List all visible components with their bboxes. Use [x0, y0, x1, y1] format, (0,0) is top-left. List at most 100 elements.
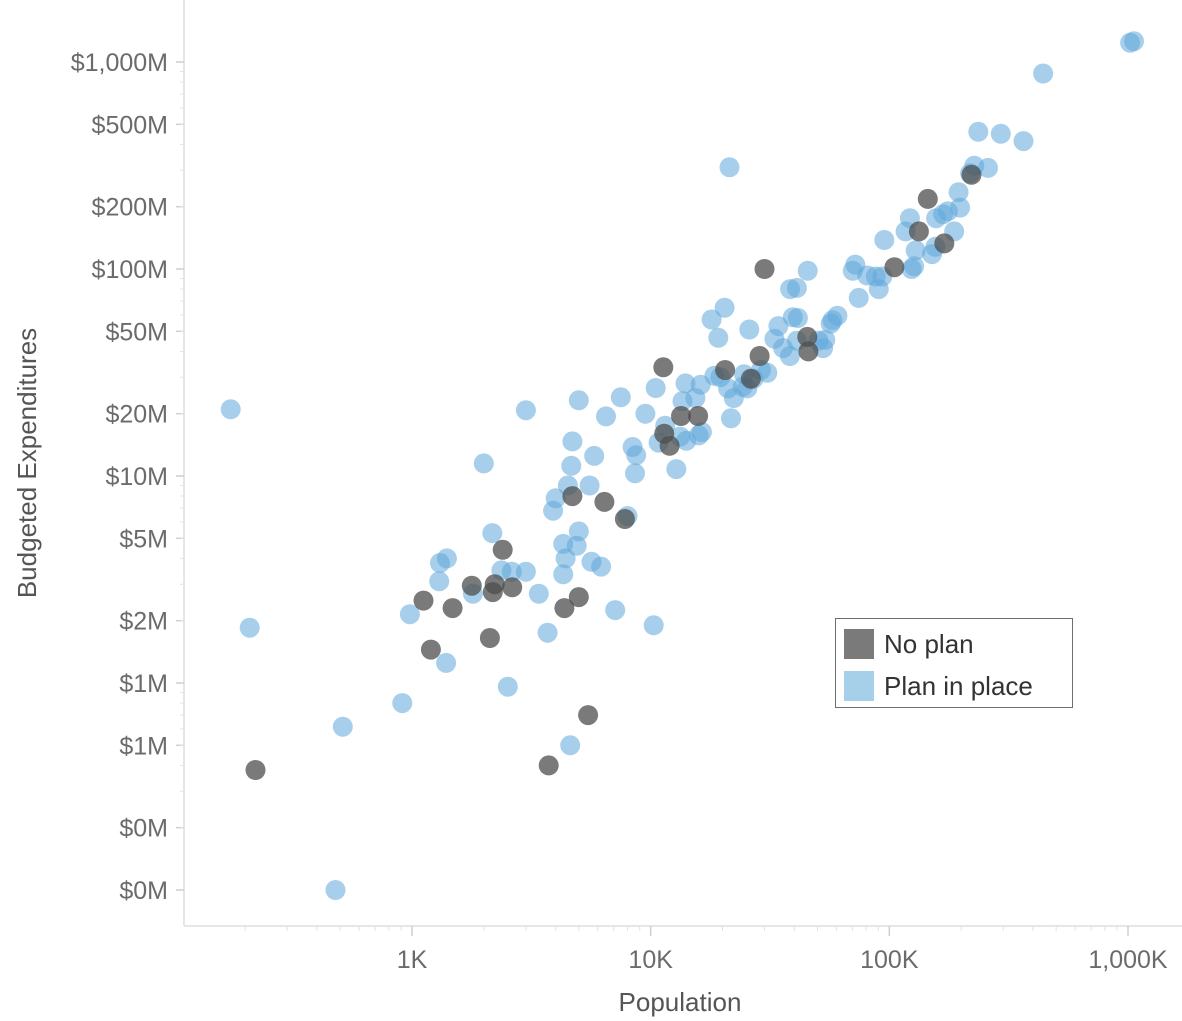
data-point-no-plan	[420, 639, 441, 660]
y-tick-label: $0M	[119, 877, 168, 905]
data-point-plan-in-place	[392, 693, 413, 714]
data-point-no-plan	[594, 491, 615, 512]
data-point-plan-in-place	[1124, 31, 1144, 52]
y-tick-label: $1,000M	[71, 49, 168, 77]
x-tick-label: 1K	[397, 946, 428, 974]
y-tick-label: $500M	[92, 111, 168, 139]
data-point-plan-in-place	[708, 327, 729, 348]
data-point-plan-in-place	[497, 676, 518, 697]
data-point-plan-in-place	[482, 523, 503, 544]
data-point-plan-in-place	[560, 735, 581, 756]
y-tick-label: $5M	[119, 525, 168, 553]
data-point-plan-in-place	[950, 197, 971, 218]
data-point-no-plan	[484, 574, 505, 595]
data-point-plan-in-place	[643, 615, 664, 636]
data-point-plan-in-place	[635, 403, 656, 424]
data-point-plan-in-place	[666, 459, 687, 480]
data-point-plan-in-place	[399, 604, 420, 625]
data-point-plan-in-place	[739, 319, 760, 340]
data-point-plan-in-place	[568, 390, 589, 411]
y-tick-label: $200M	[92, 194, 168, 222]
data-point-plan-in-place	[1033, 63, 1054, 84]
data-point-plan-in-place	[905, 240, 926, 261]
data-point-plan-in-place	[990, 123, 1011, 144]
y-tick-label: $2M	[119, 608, 168, 636]
y-axis-title: Budgeted Expenditures	[12, 328, 42, 598]
data-point-no-plan	[749, 346, 770, 366]
data-point-plan-in-place	[827, 305, 848, 326]
data-points	[220, 31, 1144, 900]
data-point-no-plan	[461, 575, 482, 596]
data-point-no-plan	[740, 368, 761, 389]
legend-item-plan-in-place: Plan in place	[844, 670, 1033, 702]
data-point-plan-in-place	[553, 564, 574, 585]
data-point-plan-in-place	[815, 329, 836, 350]
data-point-no-plan	[578, 705, 599, 726]
data-point-plan-in-place	[626, 445, 647, 466]
data-point-no-plan	[908, 221, 929, 242]
data-point-plan-in-place	[579, 475, 600, 496]
data-point-plan-in-place	[625, 463, 645, 484]
data-point-no-plan	[688, 406, 709, 426]
data-point-plan-in-place	[701, 309, 722, 330]
data-point-plan-in-place	[645, 378, 666, 398]
data-point-no-plan	[538, 755, 559, 776]
data-point-plan-in-place	[545, 488, 566, 509]
y-tick-label: $50M	[105, 318, 168, 346]
data-point-no-plan	[961, 164, 982, 185]
data-point-plan-in-place	[596, 406, 616, 427]
data-point-plan-in-place	[584, 445, 605, 466]
data-point-no-plan	[797, 326, 818, 347]
data-point-no-plan	[614, 509, 635, 529]
x-tick-label: 10K	[628, 946, 673, 974]
data-point-plan-in-place	[768, 316, 789, 337]
y-tick-label: $20M	[105, 401, 168, 429]
data-point-no-plan	[659, 435, 680, 456]
data-point-no-plan	[413, 590, 434, 611]
data-point-no-plan	[562, 486, 583, 507]
data-point-no-plan	[554, 598, 575, 619]
data-point-plan-in-place	[787, 308, 808, 328]
data-point-plan-in-place	[501, 561, 522, 582]
y-tick-label: $0M	[119, 815, 168, 843]
data-point-plan-in-place	[325, 880, 346, 900]
data-point-no-plan	[245, 760, 266, 780]
data-point-plan-in-place	[605, 600, 626, 621]
data-point-plan-in-place	[719, 157, 740, 178]
x-tick-label: 100K	[860, 946, 919, 974]
data-point-plan-in-place	[874, 230, 895, 250]
y-tick-label: $100M	[92, 256, 168, 284]
data-point-plan-in-place	[797, 260, 818, 281]
data-point-plan-in-place	[436, 548, 457, 569]
legend-swatch-no-plan	[844, 629, 874, 659]
data-point-plan-in-place	[1013, 131, 1034, 152]
legend: No plan Plan in place	[835, 618, 1073, 708]
data-point-plan-in-place	[473, 453, 494, 474]
data-point-plan-in-place	[610, 387, 631, 408]
data-point-no-plan	[671, 406, 691, 426]
data-point-no-plan	[917, 188, 938, 209]
data-point-plan-in-place	[591, 556, 612, 577]
data-point-plan-in-place	[220, 399, 241, 420]
data-point-plan-in-place	[721, 408, 741, 429]
data-point-no-plan	[884, 257, 905, 278]
data-point-plan-in-place	[561, 455, 582, 476]
data-point-plan-in-place	[515, 561, 536, 582]
data-point-plan-in-place	[436, 652, 457, 673]
data-point-no-plan	[715, 360, 736, 380]
data-point-plan-in-place	[332, 716, 353, 737]
data-point-no-plan	[479, 628, 500, 648]
data-point-no-plan	[934, 233, 955, 254]
legend-label-plan-in-place: Plan in place	[884, 670, 1033, 701]
data-point-plan-in-place	[904, 256, 925, 277]
y-tick-label: $1M	[119, 670, 168, 698]
y-tick-label: $10M	[105, 463, 168, 491]
data-point-plan-in-place	[786, 277, 807, 298]
data-point-plan-in-place	[537, 622, 558, 643]
data-point-plan-in-place	[239, 617, 260, 638]
data-point-plan-in-place	[948, 182, 969, 203]
data-point-plan-in-place	[568, 521, 589, 542]
data-point-plan-in-place	[528, 583, 549, 604]
data-point-plan-in-place	[978, 157, 998, 178]
